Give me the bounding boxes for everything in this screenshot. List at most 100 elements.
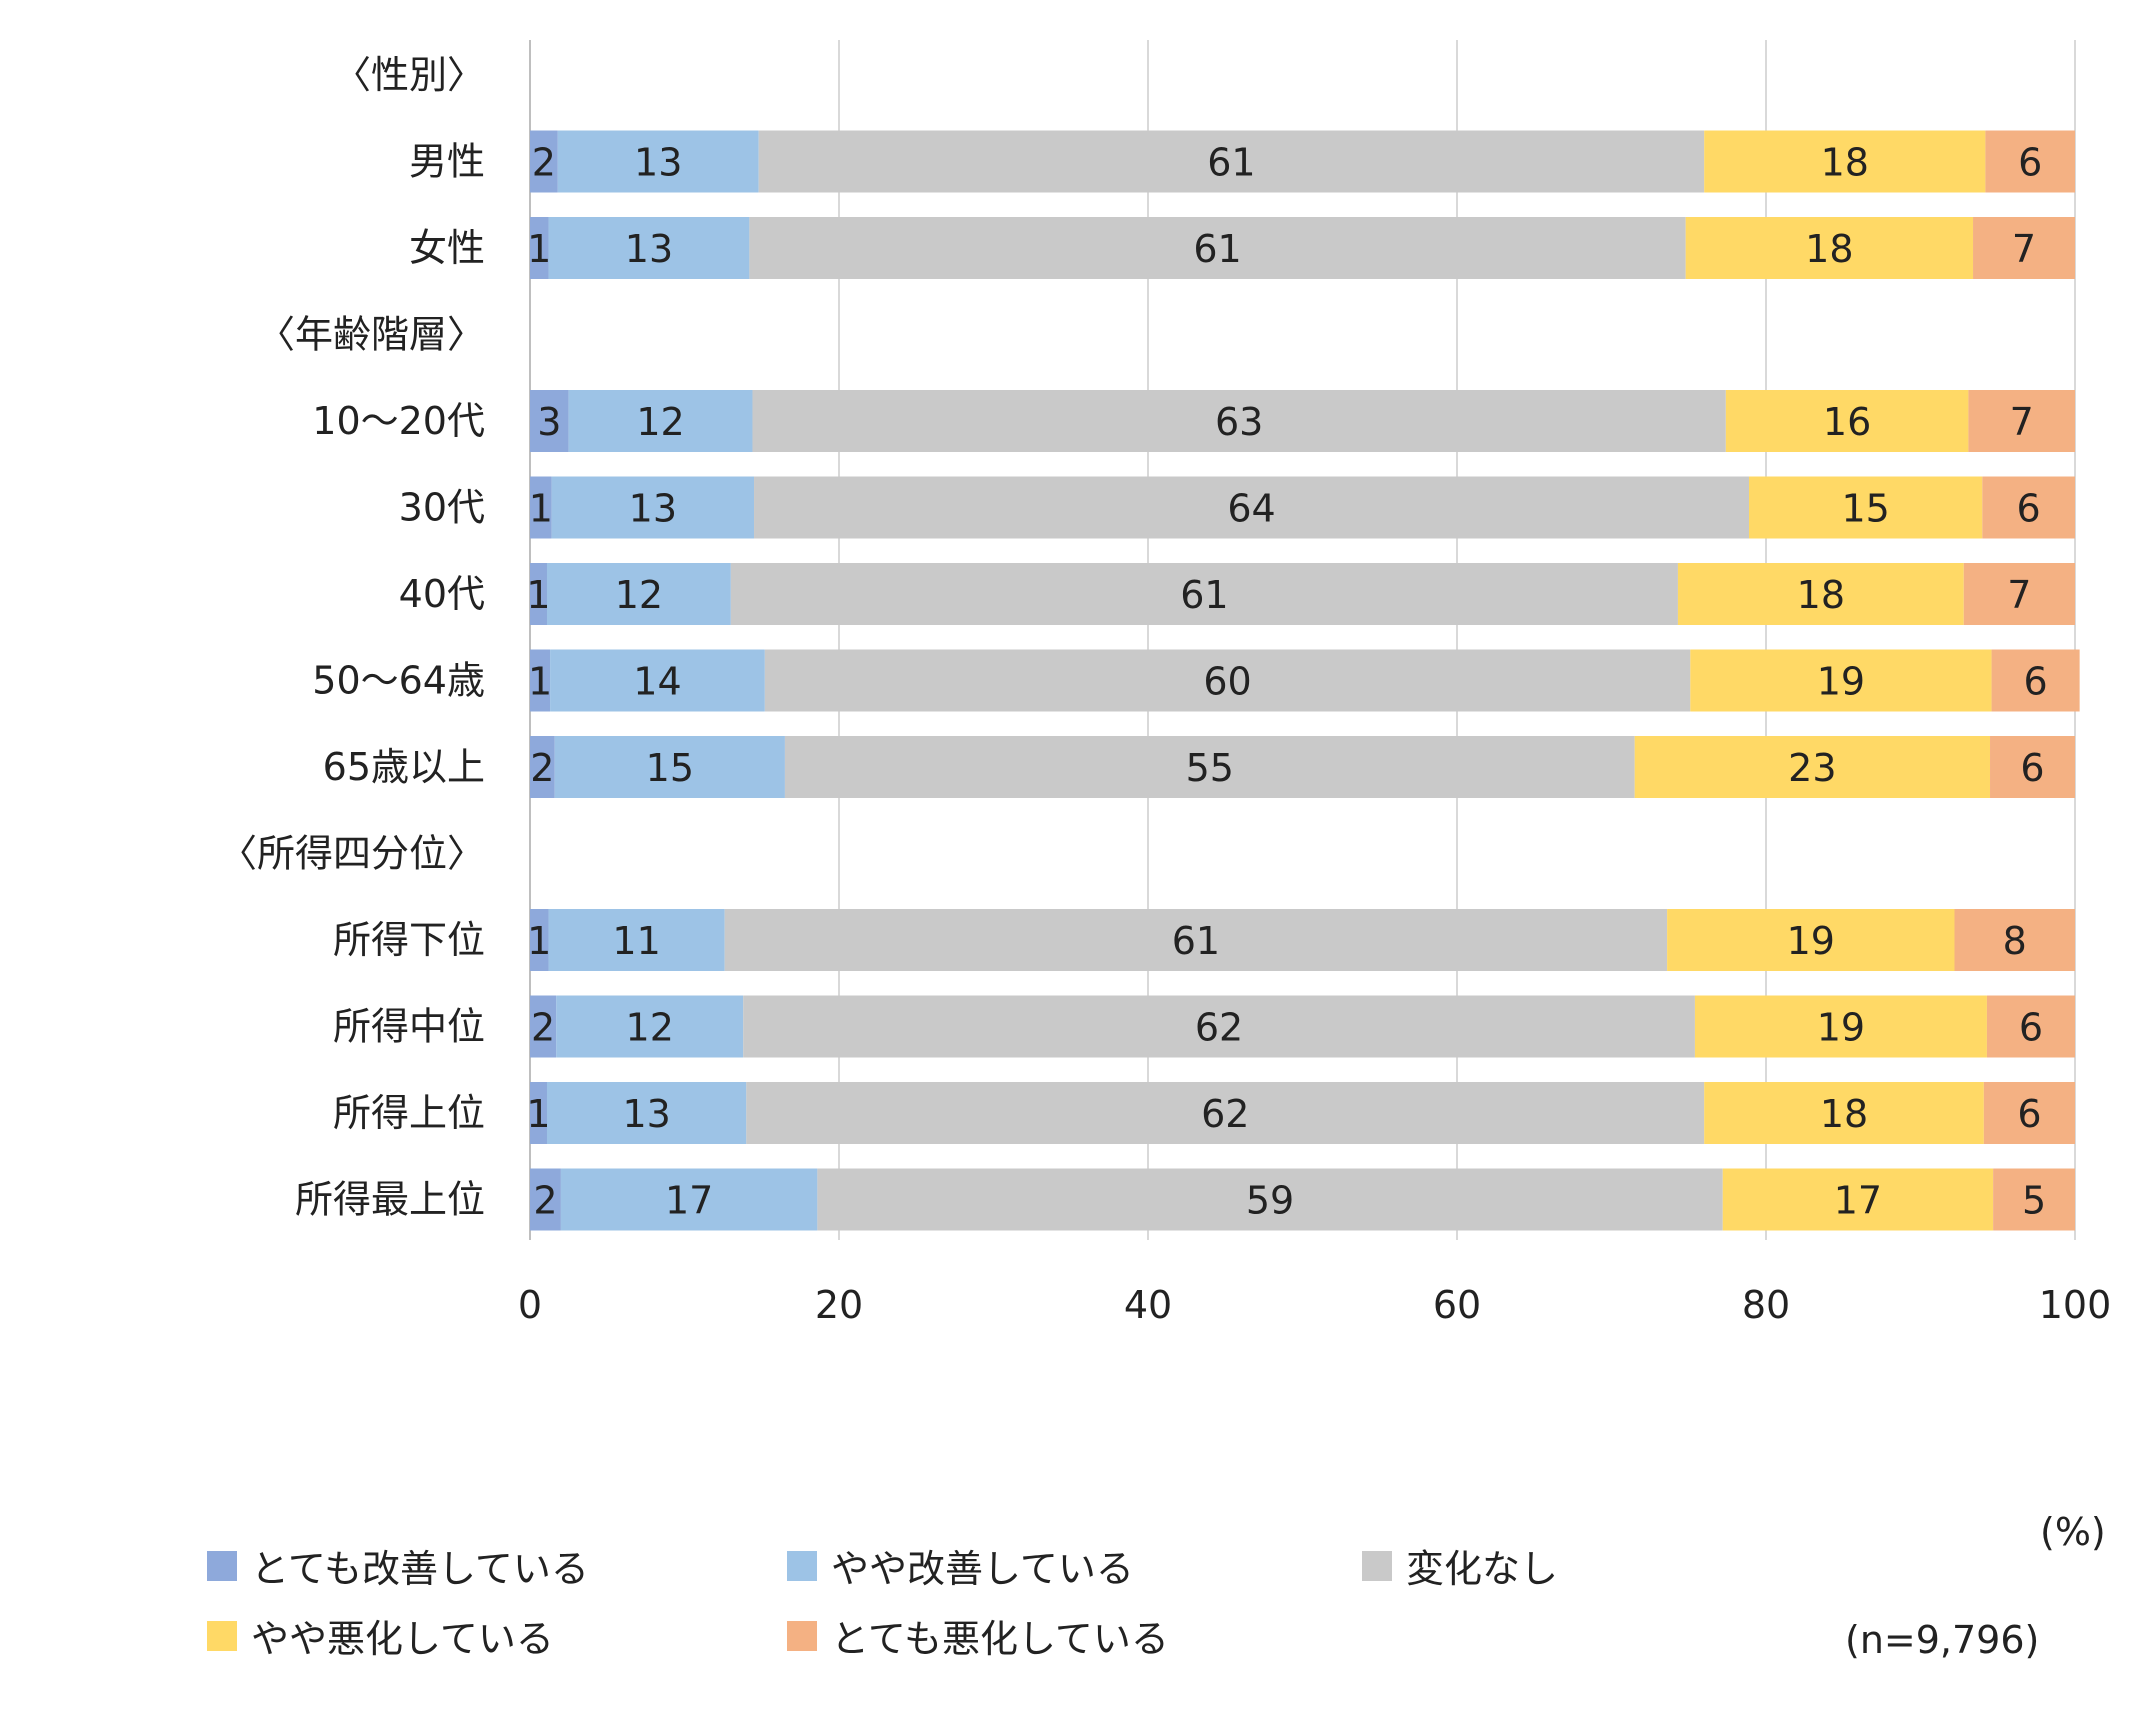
bar-segment-1 xyxy=(556,995,744,1058)
bar-segment-1 xyxy=(554,736,785,798)
bar-segment-3 xyxy=(1690,649,1992,712)
data-label: 2 xyxy=(531,1006,555,1050)
bar-segment-2 xyxy=(764,649,1691,712)
data-label: 5 xyxy=(2022,1179,2046,1223)
data-label: 60 xyxy=(1203,660,1251,704)
data-label: 11 xyxy=(612,919,660,963)
data-label: 7 xyxy=(2012,227,2036,271)
bar-segment-3 xyxy=(1694,995,1987,1058)
data-label: 3 xyxy=(537,400,561,444)
data-label: 15 xyxy=(1841,487,1889,531)
bar-segment-1 xyxy=(568,390,753,452)
data-label: 63 xyxy=(1215,400,1263,444)
data-label: 18 xyxy=(1805,227,1853,271)
data-label: 6 xyxy=(2019,1006,2043,1050)
stacked-bar-chart: 0 20 40 60 80 100〈性別〉男性 2 13 61 18 6女性 1 13 61 18 7〈年齢階… xyxy=(219,40,2112,1327)
bar-segment-2 xyxy=(749,217,1686,279)
bar-segment-4 xyxy=(1968,390,2075,452)
data-label: 2 xyxy=(532,141,556,185)
data-label: 18 xyxy=(1797,573,1845,617)
data-label: 12 xyxy=(626,1006,674,1050)
bar-segment-4 xyxy=(1982,476,2075,539)
data-label: 12 xyxy=(615,573,663,617)
legend-swatch-0 xyxy=(207,1550,237,1581)
data-label: 1 xyxy=(526,1092,550,1136)
bar-segment-1 xyxy=(548,217,750,279)
bar-segment-4 xyxy=(1963,563,2075,625)
category-label: 30代 xyxy=(399,486,485,530)
bar-segment-3 xyxy=(1749,476,1983,539)
bar-segment-1 xyxy=(557,130,759,193)
category-label: 女性 xyxy=(409,226,485,270)
group-header: 〈所得四分位〉 xyxy=(219,832,485,876)
legend-swatch-3 xyxy=(207,1620,237,1651)
data-label: 13 xyxy=(634,141,682,185)
bar-segment-2 xyxy=(758,130,1705,193)
data-label: 1 xyxy=(529,487,553,531)
bar-segment-1 xyxy=(551,476,755,539)
bar-segment-1 xyxy=(546,563,731,625)
legend-swatch-1 xyxy=(787,1550,817,1581)
bar-segment-3 xyxy=(1704,130,1986,193)
data-label: 55 xyxy=(1186,746,1234,790)
bar-segment-0 xyxy=(530,476,552,539)
data-label: 19 xyxy=(1817,1006,1865,1050)
bar-segment-0 xyxy=(530,1168,561,1231)
legend-label-1: やや改善している xyxy=(831,1547,1134,1591)
x-tick-label-0: 0 xyxy=(518,1283,542,1327)
bar-segment-0 xyxy=(530,217,549,279)
data-label: 64 xyxy=(1227,487,1275,531)
x-tick-label-2: 40 xyxy=(1124,1283,1172,1327)
data-label: 2 xyxy=(530,746,554,790)
bar-segment-2 xyxy=(754,476,1750,539)
bar-segment-4 xyxy=(1983,1082,2075,1144)
data-label: 18 xyxy=(1821,141,1869,185)
bar-segment-3 xyxy=(1634,736,1991,798)
category-label: 所得最上位 xyxy=(295,1178,485,1222)
data-label: 59 xyxy=(1246,1179,1294,1223)
data-label: 16 xyxy=(1823,400,1871,444)
data-label: 7 xyxy=(2007,573,2031,617)
bar-segment-3 xyxy=(1685,217,1974,279)
bar-segment-1 xyxy=(546,1082,747,1144)
x-tick-label-5: 100 xyxy=(2039,1283,2112,1327)
category-label: 40代 xyxy=(399,572,485,616)
data-label: 6 xyxy=(2017,1092,2041,1136)
bar-segment-4 xyxy=(1954,909,2075,971)
bar-segment-2 xyxy=(784,736,1635,798)
legend-label-3: やや悪化している xyxy=(251,1617,554,1661)
data-label: 13 xyxy=(625,227,673,271)
data-label: 61 xyxy=(1207,141,1255,185)
bar-segment-2 xyxy=(746,1082,1705,1144)
category-label: 50～64歳 xyxy=(312,659,485,703)
bar-segment-4 xyxy=(1986,995,2075,1058)
bar-segment-1 xyxy=(550,649,765,712)
data-label: 13 xyxy=(629,487,677,531)
data-label: 1 xyxy=(526,573,550,617)
data-label: 6 xyxy=(2018,141,2042,185)
data-label: 6 xyxy=(2017,487,2041,531)
bar-segment-1 xyxy=(560,1168,818,1231)
data-label: 61 xyxy=(1180,573,1228,617)
legend-label-4: とても悪化している xyxy=(831,1617,1169,1661)
data-label: 7 xyxy=(2010,400,2034,444)
legend-label-2: 変化なし xyxy=(1406,1547,1559,1591)
bar-segment-0 xyxy=(530,995,557,1058)
legend-swatch-4 xyxy=(787,1620,817,1651)
bar-segment-1 xyxy=(548,909,725,971)
data-label: 12 xyxy=(636,400,684,444)
bar-segment-2 xyxy=(743,995,1695,1058)
x-tick-label-1: 20 xyxy=(815,1283,863,1327)
bar-segment-4 xyxy=(1993,1168,2075,1231)
x-tick-label-4: 80 xyxy=(1742,1283,1790,1327)
data-label: 23 xyxy=(1788,746,1836,790)
data-label: 2 xyxy=(533,1179,557,1223)
bar-segment-2 xyxy=(730,563,1678,625)
unit-label: (%) xyxy=(2040,1510,2106,1554)
data-label: 61 xyxy=(1193,227,1241,271)
bar-segment-0 xyxy=(530,130,558,193)
bar-segment-3 xyxy=(1704,1082,1984,1144)
data-label: 18 xyxy=(1820,1092,1868,1136)
legend-swatch-2 xyxy=(1362,1550,1392,1581)
bar-segment-4 xyxy=(1990,736,2075,798)
